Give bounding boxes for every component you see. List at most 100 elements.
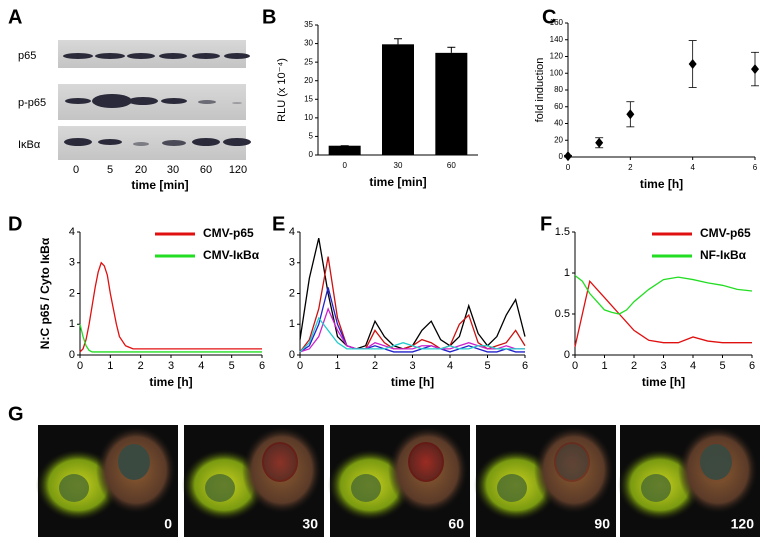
series-line	[574, 274, 753, 315]
x-tick-label: 0	[297, 360, 303, 372]
x-tick-label: 6	[259, 360, 265, 372]
chart: D 0 1 2 3 4 0 1 2 3 4 5 6 time [h] N:C p65 / Cyto IκBα…	[8, 213, 265, 389]
x-tick-label: 1	[334, 360, 340, 372]
x-axis-label: time [h]	[640, 177, 683, 191]
nucleus	[410, 444, 442, 480]
point	[564, 151, 572, 162]
series-line	[299, 287, 525, 353]
nucleus	[497, 474, 527, 502]
x-tick-label: 4	[690, 360, 696, 372]
bands	[63, 53, 251, 146]
series-line	[79, 261, 262, 353]
y-tick-label: 2	[289, 287, 295, 299]
blot-row-label: p-p65	[18, 97, 46, 109]
nucleus	[264, 444, 296, 480]
y-tick-label: 25	[304, 57, 313, 66]
x-axis-label: time [min]	[131, 178, 188, 192]
y-tick-label: 80	[554, 85, 563, 94]
y-tick-label: 15	[304, 94, 313, 103]
x-tick-label: 2	[631, 360, 637, 372]
y-tick-label: 1	[69, 318, 75, 330]
nucleus	[351, 474, 381, 502]
y-tick-label: 1	[564, 267, 570, 279]
micrograph: 120	[618, 425, 760, 537]
point	[595, 137, 604, 148]
x-tick-label: 3	[660, 360, 666, 372]
x-tick-label: 4	[690, 163, 695, 172]
x-tick-label: 3	[168, 360, 174, 372]
y-tick-label: 10	[304, 113, 313, 122]
x-axis-label: time [min]	[369, 175, 426, 189]
x-axis-label: time [h]	[391, 375, 434, 389]
x-tick-label: 6	[522, 360, 528, 372]
y-tick-label: 20	[304, 76, 313, 85]
bar	[435, 52, 468, 155]
series-line	[299, 307, 525, 353]
x-tick-label: 6	[749, 360, 755, 372]
time-label: 0	[164, 516, 172, 532]
point	[626, 109, 635, 120]
x-tick-label: 2	[372, 360, 378, 372]
y-tick-label: 140	[550, 35, 564, 44]
x-tick-label: 1	[107, 360, 113, 372]
x-axis-label: time [h]	[642, 375, 685, 389]
y-tick-label: 0	[309, 150, 314, 159]
nucleus	[59, 474, 89, 502]
y-tick-label: 40	[554, 119, 563, 128]
x-tick-label: 6	[753, 163, 758, 172]
y-tick-label: 35	[304, 20, 313, 29]
panel-letter: F	[540, 213, 552, 235]
y-tick-label: 5	[309, 132, 314, 141]
micrograph: 60	[328, 425, 470, 537]
x-tick-label: 1	[601, 360, 607, 372]
x-tick-label: 4	[198, 360, 204, 372]
series-line	[574, 279, 752, 347]
panel-letter: C	[542, 6, 556, 28]
x-tick-label: 5	[484, 360, 490, 372]
y-tick-label: 0	[289, 349, 295, 361]
legend-label: CMV-p65	[700, 226, 751, 240]
time-label: 30	[302, 516, 318, 532]
y-axis-label: fold induction	[534, 58, 546, 123]
x-tick-label: 2	[628, 163, 633, 172]
bar	[382, 44, 414, 155]
time-label: 120	[731, 516, 755, 532]
micrograph: 90	[474, 425, 616, 537]
nucleus	[556, 444, 588, 480]
nucleus	[641, 474, 671, 502]
y-tick-label: 4	[289, 226, 295, 238]
panel-a: A p65 p-p65 IκBα 0 5 20 30 60 120 time […	[8, 6, 251, 192]
micrograph: 30	[182, 425, 324, 537]
x-tick-label: 2	[138, 360, 144, 372]
point	[688, 59, 697, 70]
y-tick-label: 0	[564, 349, 570, 361]
x-tick-label: 0	[572, 360, 578, 372]
chart: F 0 0.5 1 1.5 0 1 2 3 4 5 6 time [h] CMV-p65 NF-IκBα	[540, 213, 755, 389]
lane-label: 0	[73, 164, 79, 176]
y-tick-label: 100	[550, 68, 564, 77]
x-tick-label: 5	[719, 360, 725, 372]
time-label: 60	[448, 516, 464, 532]
lane-label: 120	[229, 164, 247, 176]
blot-row-label: IκBα	[18, 139, 41, 151]
legend-label: CMV-IκBα	[203, 248, 260, 262]
panel-letter: B	[262, 6, 276, 28]
lane-label: 60	[200, 164, 212, 176]
y-tick-label: 120	[550, 52, 564, 61]
time-label: 90	[594, 516, 610, 532]
x-tick-label: 60	[447, 161, 456, 170]
series-line	[299, 316, 525, 353]
x-axis-label: time [h]	[149, 375, 192, 389]
y-axis-label: RLU (x 10⁻⁴)	[276, 58, 288, 122]
panel-letter: A	[8, 6, 22, 28]
lane-label: 20	[135, 164, 147, 176]
y-tick-label: 0.5	[555, 308, 570, 320]
y-tick-label: 20	[554, 135, 563, 144]
y-tick-label: 0	[69, 349, 75, 361]
nucleus	[118, 444, 150, 480]
y-axis-label: N:C p65 / Cyto IκBα	[38, 237, 52, 349]
legend-label: CMV-p65	[203, 226, 254, 240]
nucleus	[262, 442, 298, 482]
y-tick-label: 1	[289, 318, 295, 330]
